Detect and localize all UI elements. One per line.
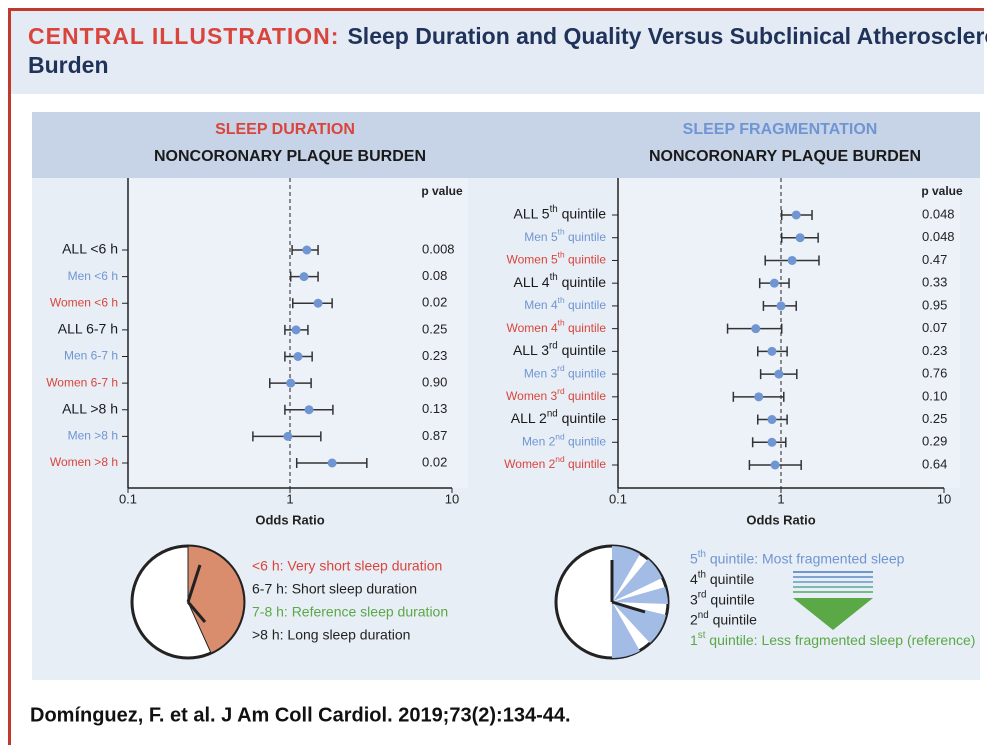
point	[286, 379, 295, 388]
x-axis-label: Odds Ratio	[255, 512, 324, 527]
category-label: Men 5th quintile	[524, 227, 606, 244]
citation: Domínguez, F. et al. J Am Coll Cardiol. …	[30, 704, 571, 726]
point	[774, 370, 783, 379]
point	[302, 246, 311, 255]
category-label: ALL >8 h	[62, 400, 118, 416]
x-tick-label: 0.1	[609, 491, 627, 506]
point	[292, 325, 301, 334]
category-label: Women 4th quintile	[506, 318, 606, 335]
clock-right	[556, 546, 668, 658]
p-value: 0.07	[922, 320, 947, 335]
p-value: 0.25	[422, 321, 447, 336]
legend-entry: >8 h: Long sleep duration	[252, 627, 410, 643]
x-tick-label: 10	[445, 491, 459, 506]
category-label: Women 5th quintile	[506, 250, 606, 267]
point	[314, 299, 323, 308]
p-value: 0.90	[422, 375, 447, 390]
legend-entry: 5th quintile: Most fragmented sleep	[690, 549, 905, 567]
category-label: Men 6-7 h	[64, 349, 118, 363]
p-value: 0.29	[922, 434, 947, 449]
legend-entry: 6-7 h: Short sleep duration	[252, 581, 417, 597]
p-value: 0.23	[922, 343, 947, 358]
category-label: ALL 4th quintile	[513, 272, 606, 290]
point	[792, 211, 801, 220]
p-value-header: p value	[921, 184, 963, 198]
point	[283, 432, 292, 441]
point	[767, 415, 776, 424]
category-label: ALL 5th quintile	[513, 204, 606, 222]
p-value: 0.23	[422, 348, 447, 363]
category-label: Women 2nd quintile	[504, 454, 606, 471]
category-label: Men 2nd quintile	[522, 431, 606, 448]
clock-left	[132, 546, 244, 658]
point	[796, 233, 805, 242]
plot-area	[618, 178, 960, 488]
point	[771, 461, 780, 470]
p-value: 0.64	[922, 456, 947, 471]
x-tick-label: 0.1	[119, 491, 137, 506]
p-value: 0.10	[922, 388, 947, 403]
point	[777, 301, 786, 310]
category-label: Men 3rd quintile	[524, 363, 607, 380]
panel-subtitle: NONCORONARY PLAQUE BURDEN	[154, 148, 426, 165]
p-value: 0.08	[422, 268, 447, 283]
figure: CENTRAL ILLUSTRATION: Sleep Duration and…	[0, 0, 987, 745]
panel-title: SLEEP FRAGMENTATION	[683, 121, 878, 138]
x-tick-label: 10	[937, 491, 951, 506]
point	[767, 347, 776, 356]
p-value: 0.47	[922, 252, 947, 267]
category-label: Men >8 h	[68, 429, 118, 443]
header: CENTRAL ILLUSTRATION:	[28, 23, 339, 49]
category-label: ALL 6-7 h	[58, 321, 118, 337]
panel-title: SLEEP DURATION	[215, 121, 355, 138]
point	[304, 405, 313, 414]
category-label: ALL 3rd quintile	[513, 340, 606, 358]
legend-entry: 7-8 h: Reference sleep duration	[252, 604, 448, 620]
point	[328, 459, 337, 468]
category-label: Women >8 h	[50, 455, 118, 469]
category-label: Men <6 h	[68, 269, 118, 283]
p-value: 0.13	[422, 401, 447, 416]
p-value: 0.76	[922, 366, 947, 381]
header-label: CENTRAL ILLUSTRATION:	[28, 23, 339, 49]
panel-subtitle: NONCORONARY PLAQUE BURDEN	[649, 148, 921, 165]
x-tick-label: 1	[286, 491, 293, 506]
x-tick-label: 1	[777, 491, 784, 506]
category-label: Women <6 h	[50, 295, 118, 309]
point	[788, 256, 797, 265]
legend-entry: <6 h: Very short sleep duration	[252, 558, 442, 574]
category-label: ALL <6 h	[62, 241, 118, 257]
point	[770, 279, 779, 288]
p-value: 0.048	[922, 229, 955, 244]
p-value: 0.02	[422, 454, 447, 469]
category-label: Women 3rd quintile	[506, 386, 606, 403]
top-rule	[8, 8, 984, 11]
p-value: 0.25	[922, 411, 947, 426]
category-label: Women 6-7 h	[46, 375, 118, 389]
p-value: 0.87	[422, 428, 447, 443]
p-value: 0.048	[922, 206, 955, 221]
p-value: 0.95	[922, 297, 947, 312]
legend-entry: 1st quintile: Less fragmented sleep (ref…	[690, 630, 975, 648]
point	[293, 352, 302, 361]
p-value: 0.008	[422, 241, 455, 256]
p-value: 0.02	[422, 295, 447, 310]
p-value-header: p value	[421, 184, 463, 198]
point	[751, 324, 760, 333]
x-axis-label: Odds Ratio	[746, 512, 815, 527]
p-value: 0.33	[922, 275, 947, 290]
category-label: Men 4th quintile	[524, 295, 606, 312]
left-rule	[8, 8, 11, 745]
point	[767, 438, 776, 447]
point	[299, 272, 308, 281]
category-label: ALL 2nd quintile	[511, 409, 606, 427]
point	[754, 392, 763, 401]
